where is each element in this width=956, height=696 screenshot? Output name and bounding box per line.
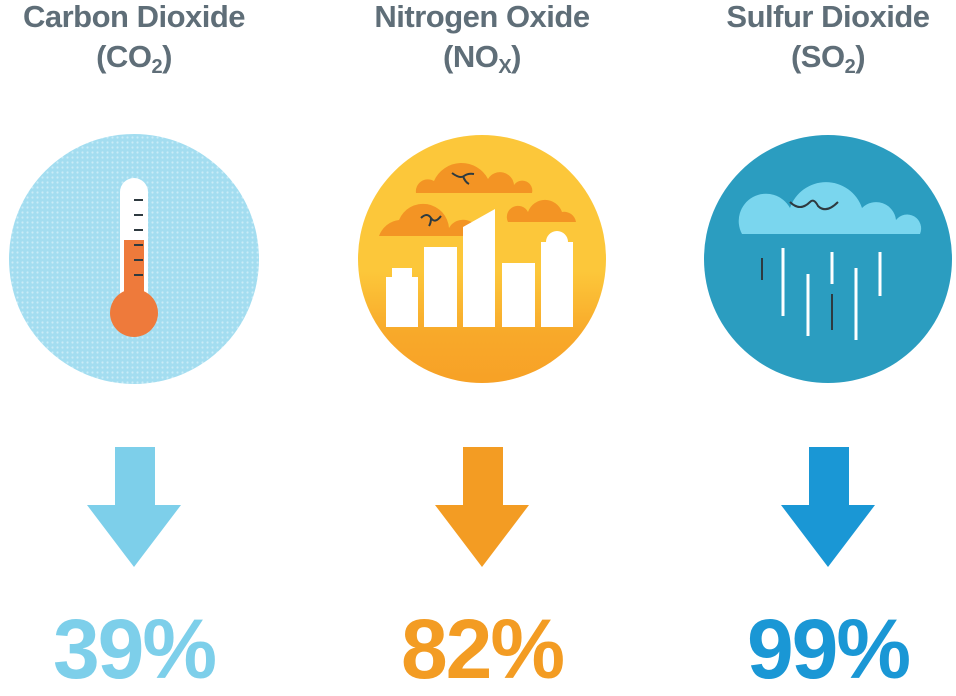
acid-rain-cloud-icon (704, 135, 952, 383)
pollutant-name: Nitrogen Oxide (374, 0, 590, 34)
arrow-down-icon (781, 447, 875, 567)
arrow-down-icon (435, 447, 529, 567)
pollutant-column-co2: Carbon Dioxide (CO2) (0, 0, 294, 91)
pollutant-name: Sulfur Dioxide (726, 0, 930, 34)
pollutant-formula: (SO2) (790, 39, 866, 78)
thermometer-icon (9, 134, 259, 384)
reduction-percent-nox: 82% (400, 602, 565, 696)
reduction-percent-co2: 39% (52, 602, 217, 696)
pollutant-formula: (NOX) (443, 39, 521, 78)
pollutant-column-nox: Nitrogen Oxide (NOX) (322, 0, 642, 91)
pollutant-formula: (CO2) (96, 39, 172, 78)
pollutant-column-so2: Sulfur Dioxide (SO2) (668, 0, 956, 91)
pollutant-name: Carbon Dioxide (22, 0, 246, 34)
city-smog-icon (358, 135, 606, 383)
reduction-percent-so2: 99% (746, 602, 911, 696)
arrow-down-icon (87, 447, 181, 567)
infographic-art (9, 134, 952, 567)
